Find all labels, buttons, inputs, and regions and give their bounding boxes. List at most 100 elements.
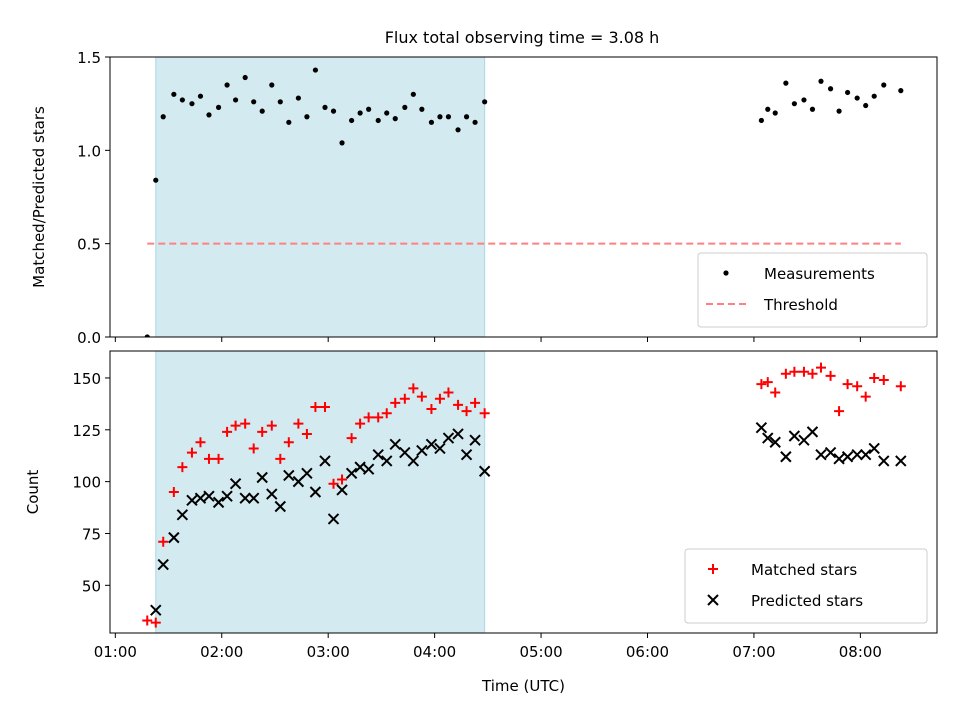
measurement-point	[384, 110, 390, 116]
matched-star-point	[275, 453, 286, 464]
legend-box	[684, 548, 928, 624]
top-panel: 0.0 0.5 1.0 1.5 Matched/Predicted stars Measu…	[30, 49, 938, 347]
matched-star-point	[416, 391, 427, 402]
measurement-point	[419, 106, 425, 112]
predicted-star-point	[212, 496, 225, 509]
predicted-star-point	[256, 471, 268, 484]
measurement-point	[189, 101, 195, 107]
measurement-point	[765, 106, 771, 112]
measurement-point	[881, 82, 887, 88]
predicted-star-point	[806, 426, 819, 438]
predicted-star-point	[362, 463, 375, 475]
predicted-star-point	[389, 438, 401, 451]
measurement-point	[772, 110, 778, 116]
measurement-point	[206, 112, 212, 118]
measurement-point	[153, 177, 159, 183]
legend-box	[697, 252, 928, 328]
predicted-star-point	[372, 448, 384, 461]
predicted-star-point	[478, 465, 491, 477]
measurement-point	[402, 104, 408, 110]
matched-star-point	[762, 377, 773, 388]
matched-star-point	[770, 387, 781, 398]
predicted-star-point	[407, 455, 420, 467]
measurement-point	[330, 108, 337, 114]
x-tick-label: 06:00	[626, 643, 669, 661]
matched-star-point	[248, 443, 259, 454]
measurement-point	[224, 82, 230, 88]
y-tick-label: 125	[72, 422, 101, 440]
legend-measurement-marker	[723, 270, 729, 276]
predicted-star-point	[157, 558, 169, 571]
observing-span	[155, 56, 486, 338]
matched-star-point	[213, 453, 224, 464]
legend-label: Measurements	[764, 265, 875, 283]
matched-star-point	[780, 368, 791, 379]
measurement-point	[312, 67, 319, 73]
matched-star-point	[266, 420, 277, 431]
predicted-star-point	[327, 513, 340, 525]
measurement-point	[349, 117, 355, 124]
measurement-point	[818, 78, 824, 84]
predicted-star-point	[168, 531, 180, 544]
predicted-star-point	[841, 451, 854, 463]
x-tick-label: 01:00	[94, 643, 137, 661]
predicted-star-point	[309, 486, 322, 498]
axes-frame	[109, 56, 938, 338]
legend: Matched stars Predicted stars	[684, 548, 928, 624]
predicted-star-point	[354, 461, 366, 473]
predicted-star-point	[150, 604, 162, 616]
matched-star-point	[328, 478, 339, 489]
matched-star-point	[142, 615, 153, 626]
measurement-point	[251, 99, 257, 105]
axes-frame	[109, 350, 938, 634]
predicted-star-point	[292, 475, 305, 488]
matched-star-point	[222, 426, 233, 437]
measurement-point	[463, 114, 470, 120]
matched-star-point	[230, 420, 241, 431]
measurement-point	[801, 97, 807, 103]
matched-star-point	[408, 383, 419, 394]
matched-star-point	[470, 397, 481, 408]
measurement-point	[304, 114, 310, 120]
measurement-point	[295, 95, 301, 101]
matched-star-point	[798, 366, 809, 377]
matched-star-point	[310, 401, 321, 412]
measurement-point	[259, 108, 265, 114]
matched-star-point	[434, 393, 445, 404]
matched-star-point	[346, 433, 357, 444]
matched-star-point	[257, 426, 268, 437]
predicted-star-point	[434, 442, 446, 455]
measurement-point	[242, 74, 248, 81]
matched-star-point	[390, 397, 401, 408]
predicted-star-point	[859, 448, 872, 461]
matched-star-point	[319, 401, 330, 412]
measurement-point	[472, 119, 478, 125]
predicted-star-point	[895, 455, 907, 467]
measurement-point	[232, 97, 239, 103]
matched-star-point	[186, 447, 197, 458]
matched-star-point	[756, 379, 767, 390]
measurement-point	[827, 86, 834, 92]
predicted-star-point	[452, 428, 464, 440]
measurement-point	[836, 108, 842, 114]
matched-star-point	[177, 462, 188, 473]
y-tick-label: 0.0	[77, 329, 101, 347]
y-tick-label: 100	[72, 474, 101, 492]
matched-star-point	[373, 412, 384, 423]
predicted-star-point	[824, 446, 837, 459]
matched-star-point	[150, 617, 161, 628]
predicted-star-point	[203, 490, 215, 502]
matched-star-point	[195, 437, 206, 448]
measurement-point	[277, 99, 283, 105]
predicted-star-point	[851, 448, 863, 461]
matched-star-point	[293, 418, 304, 429]
measurement-point	[375, 117, 381, 124]
matched-star-point	[834, 406, 845, 417]
predicted-star-point	[274, 500, 287, 513]
x-tick-label: 03:00	[307, 643, 350, 661]
matched-star-point	[878, 375, 889, 386]
observing-span	[155, 350, 486, 634]
matched-star-point	[825, 370, 836, 381]
measurement-point	[898, 88, 904, 94]
